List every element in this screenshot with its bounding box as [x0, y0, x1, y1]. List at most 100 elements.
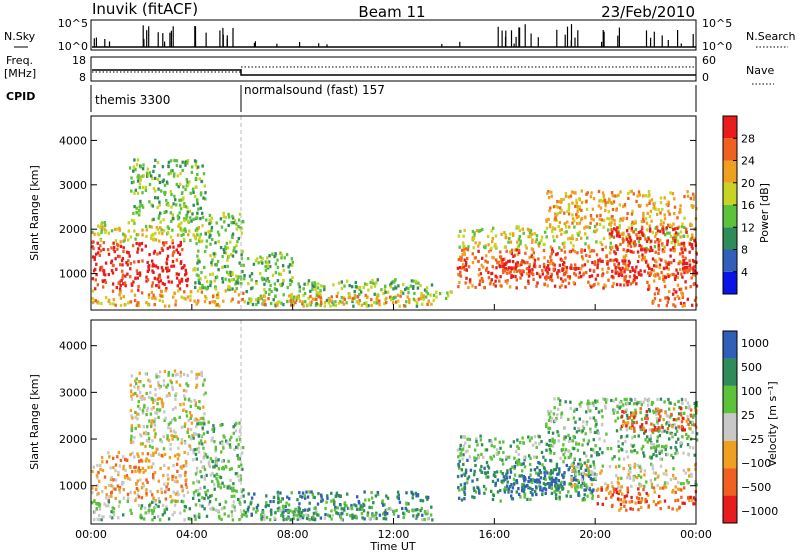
velocity-cell [173, 369, 177, 373]
velocity-cell [111, 506, 114, 510]
power-cell [578, 230, 581, 234]
power-cell [487, 270, 490, 274]
power-cell [319, 303, 322, 307]
velocity-cell [244, 511, 248, 515]
power-cell [279, 283, 282, 287]
power-cell [461, 252, 464, 257]
power-cell [273, 302, 277, 306]
power-ytick-label: 2000 [59, 223, 87, 236]
velocity-cell [591, 471, 595, 475]
velocity-cell [586, 465, 589, 469]
power-cell [261, 278, 264, 282]
velocity-cell [519, 462, 522, 466]
power-cell [574, 204, 577, 208]
velocity-cell [535, 455, 538, 459]
power-cell [614, 244, 618, 248]
power-cell [196, 301, 199, 305]
power-cell [329, 304, 332, 308]
power-cell [549, 255, 552, 259]
power-cell [371, 281, 375, 285]
power-cbar-tick-label: 16 [741, 199, 755, 212]
power-cell [177, 185, 180, 189]
velocity-cell [486, 464, 490, 468]
velocity-cell [587, 468, 590, 473]
power-cell [313, 297, 316, 301]
velocity-cell [152, 400, 155, 404]
velocity-cell [197, 434, 201, 438]
velocity-cell [141, 442, 144, 446]
power-cell [502, 264, 505, 268]
power-cell [149, 236, 153, 240]
velocity-cell [557, 407, 560, 411]
velocity-cell [511, 486, 515, 490]
power-cell [665, 304, 668, 308]
power-cell [566, 209, 569, 213]
velocity-cbar-label: Velocity [m s⁻¹] [766, 381, 779, 466]
freq-tick-bottom: 8 [79, 71, 86, 84]
power-cell [270, 289, 273, 294]
velocity-cell [313, 495, 316, 500]
velocity-cell [98, 479, 101, 483]
velocity-cell [132, 440, 135, 444]
velocity-cell [468, 444, 471, 448]
power-cell [407, 291, 410, 295]
velocity-cell [372, 501, 375, 505]
velocity-cell [654, 449, 657, 453]
power-cell [618, 226, 621, 230]
velocity-cell [132, 392, 135, 396]
power-cell [327, 301, 331, 305]
power-cell [548, 267, 551, 271]
power-cell [679, 204, 682, 208]
velocity-cell [170, 418, 174, 422]
power-cell [249, 300, 252, 304]
power-cell [495, 266, 498, 270]
power-cell [679, 287, 683, 291]
velocity-cell [182, 372, 186, 377]
velocity-cell [631, 418, 634, 423]
power-cell [340, 280, 343, 284]
velocity-cell [573, 426, 576, 430]
power-cell [538, 241, 541, 245]
velocity-cell [468, 455, 471, 459]
velocity-cell [630, 411, 633, 415]
power-cell [301, 302, 304, 306]
power-cell [504, 233, 507, 237]
power-cell [530, 255, 533, 259]
velocity-cell [265, 501, 268, 505]
power-cell [417, 297, 420, 301]
velocity-cell [604, 406, 607, 410]
velocity-cell [159, 466, 162, 470]
power-cell [161, 294, 165, 298]
velocity-cell [131, 416, 134, 420]
power-cell [229, 270, 232, 274]
power-cell [495, 258, 498, 262]
power-cell [141, 167, 145, 171]
velocity-cell [97, 492, 100, 496]
velocity-cell [457, 464, 461, 468]
power-cell [165, 202, 169, 206]
power-cell [668, 212, 671, 216]
velocity-cell [486, 470, 490, 475]
power-cell [564, 192, 568, 196]
power-cell [682, 241, 686, 245]
power-cell [464, 263, 468, 267]
power-cell [148, 253, 151, 257]
power-cell [599, 240, 602, 245]
velocity-cell [531, 480, 534, 484]
power-cell [494, 279, 497, 283]
velocity-cell [152, 453, 155, 457]
velocity-cell [600, 469, 603, 473]
power-cell [396, 293, 400, 297]
velocity-cell [583, 483, 586, 487]
velocity-cell [214, 463, 217, 467]
velocity-cell [585, 463, 588, 467]
power-cell [183, 160, 186, 164]
power-cell [295, 295, 299, 299]
power-cell [231, 232, 235, 236]
velocity-cell [669, 431, 672, 435]
velocity-cell [460, 474, 463, 478]
velocity-cell [524, 477, 527, 481]
velocity-cell [230, 514, 234, 518]
power-cell [638, 272, 641, 277]
velocity-cell [628, 416, 631, 420]
